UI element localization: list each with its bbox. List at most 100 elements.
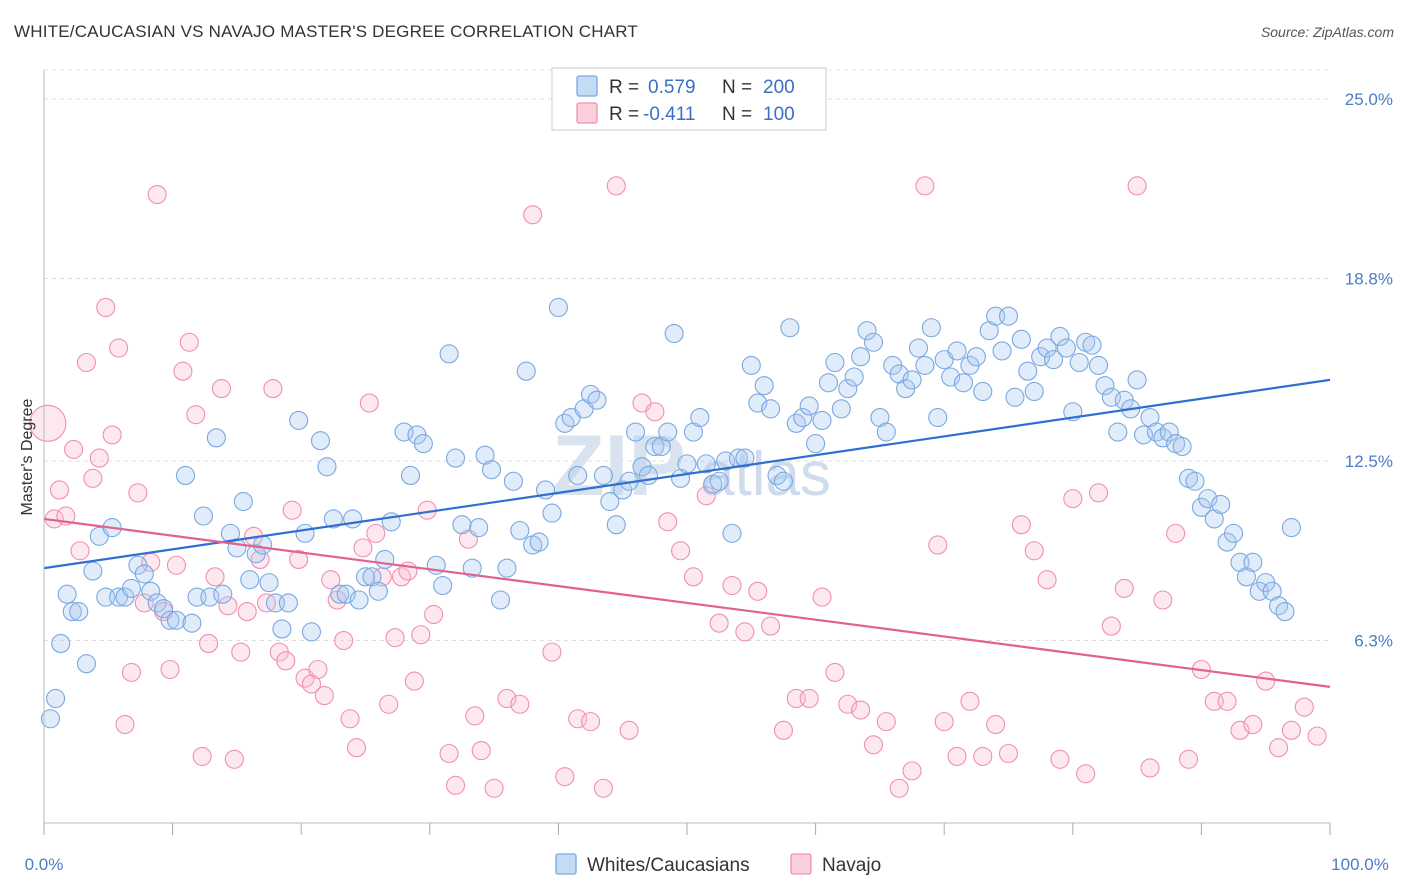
navajo-point: [308, 659, 328, 680]
navajo-point: [497, 688, 517, 709]
whites-point: [857, 321, 877, 341]
whites-point: [683, 422, 703, 442]
navajo-point: [838, 694, 858, 714]
navajo-point: [484, 778, 504, 798]
whites-point: [709, 471, 729, 491]
navajo-point: [192, 746, 212, 766]
whites-point: [343, 509, 363, 529]
navajo-point: [224, 749, 244, 769]
navajo-point: [147, 184, 167, 205]
source-label: Source: ZipAtlas.com: [1260, 24, 1394, 40]
navajo-point: [160, 659, 180, 680]
whites-point: [497, 558, 517, 578]
whites-point: [166, 610, 187, 630]
whites-point: [992, 341, 1012, 361]
navajo-point: [83, 468, 103, 488]
whites-point: [638, 465, 658, 486]
navajo-point: [282, 500, 302, 520]
whites-point: [259, 573, 279, 593]
navajo-point: [799, 688, 819, 709]
whites-point: [206, 428, 226, 448]
whites-point: [1236, 567, 1256, 587]
navajo-point: [439, 743, 459, 764]
navajo-point: [49, 480, 69, 500]
whites-point: [516, 361, 536, 381]
legend-swatch-navajo: [576, 102, 598, 124]
whites-point: [1262, 581, 1282, 601]
axes: [43, 70, 1331, 835]
x-tick-label-min: 0.0%: [25, 855, 64, 874]
navajo-point: [825, 662, 845, 682]
navajo-point: [510, 694, 530, 714]
whites-point: [722, 523, 742, 543]
whites-point: [626, 422, 646, 442]
navajo-point: [346, 738, 367, 758]
whites-point: [831, 399, 851, 419]
whites-point: [979, 321, 999, 341]
whites-point: [748, 393, 768, 413]
navajo-point: [1217, 691, 1237, 711]
whites-point: [413, 434, 433, 454]
navajo-point: [934, 712, 954, 732]
navajo-point: [173, 361, 193, 381]
y-tick-label: 25.0%: [1345, 90, 1393, 109]
whites-point: [548, 297, 568, 318]
whites-point: [368, 581, 388, 601]
whites-point: [83, 561, 103, 581]
whites-point: [1011, 329, 1031, 349]
whites-point: [57, 584, 77, 604]
whites-point: [606, 515, 626, 535]
whites-point: [1127, 370, 1147, 390]
whites-point: [1088, 355, 1109, 375]
y-tick-label: 18.8%: [1345, 270, 1393, 289]
legend-r-label-whites: R =: [609, 77, 639, 98]
whites-point: [1204, 509, 1224, 529]
navajo-point: [1024, 541, 1044, 561]
whites-point: [1024, 381, 1044, 402]
whites-point: [336, 584, 356, 604]
navajo-point: [1037, 570, 1057, 590]
navajo-point: [960, 691, 980, 711]
whites-point: [1224, 523, 1244, 543]
legend-r-value-navajo: -0.411: [643, 104, 695, 125]
whites-point: [593, 465, 613, 486]
navajo-point: [606, 176, 626, 196]
navajo-point: [671, 541, 691, 561]
whites-point: [825, 352, 845, 373]
navajo-point: [321, 570, 341, 590]
whites-point: [1140, 407, 1160, 428]
bottom-legend-navajo: Navajo: [822, 855, 881, 876]
navajo-point: [986, 714, 1006, 735]
whites-point: [754, 376, 774, 396]
navajo-point: [1076, 764, 1096, 784]
whites-point: [645, 436, 665, 457]
whites-point: [741, 355, 761, 375]
whites-point: [1082, 335, 1102, 355]
navajo-point: [359, 393, 379, 413]
navajo-point: [1127, 176, 1147, 196]
navajo-point: [199, 633, 219, 653]
whites-trend-line: [43, 378, 1331, 570]
whites-point: [1069, 352, 1089, 373]
navajo-point: [211, 379, 232, 399]
whites-point: [62, 602, 82, 622]
navajo-point: [1294, 697, 1314, 717]
legend-r-label-navajo: R =: [609, 104, 639, 125]
navajo-point: [64, 439, 84, 459]
navajo-point: [619, 720, 639, 740]
navajo-point: [645, 402, 665, 422]
navajo-point: [289, 549, 309, 570]
navajo-point: [761, 616, 781, 636]
whites-point: [433, 575, 453, 596]
navajo-point: [542, 642, 562, 662]
whites-point: [182, 613, 202, 633]
whites-point: [529, 532, 549, 552]
whites-point: [658, 422, 678, 442]
whites-point: [568, 465, 588, 486]
legend-r-value-whites: 0.579: [648, 77, 696, 98]
navajo-point: [76, 352, 96, 373]
whites-point: [908, 338, 929, 358]
whites-point: [735, 448, 755, 468]
navajo-point: [301, 674, 322, 694]
whites-point: [310, 431, 331, 451]
